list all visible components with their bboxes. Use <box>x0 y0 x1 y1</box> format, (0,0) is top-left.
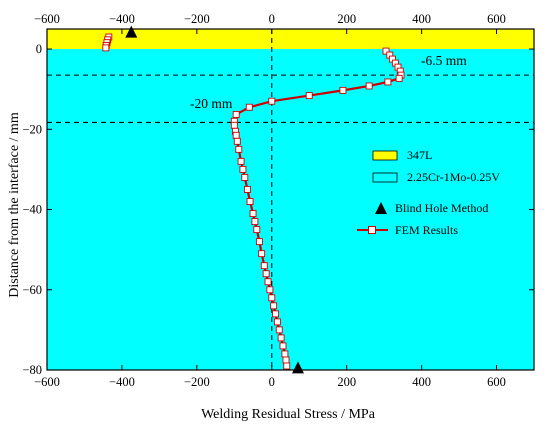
legend-swatch-347l <box>372 150 398 161</box>
region-1 <box>47 49 534 370</box>
fem-point <box>251 218 259 226</box>
x-tick-label-top: 600 <box>487 12 506 26</box>
fem-point <box>270 302 278 310</box>
x-tick-label-bottom: 0 <box>269 375 275 389</box>
x-tick-label-bottom: −200 <box>184 375 210 389</box>
x-tick-label-top: 400 <box>412 12 431 26</box>
fem-point <box>384 78 392 86</box>
fem-point <box>395 74 403 82</box>
axis-ticks: −600−600−400−400−200−2000020020040040060… <box>22 12 534 389</box>
blind-hole-point <box>125 25 138 38</box>
legend: 347L 2.25Cr-1Mo-0.25V Blind Hole Method … <box>357 148 500 237</box>
annotation-20mm: -20 mm <box>190 96 233 111</box>
region-0 <box>47 29 534 50</box>
x-tick-label-top: 0 <box>269 12 275 26</box>
fem-point <box>249 210 257 217</box>
fem-point <box>235 145 243 153</box>
fem-point <box>365 82 373 90</box>
x-tick-label-top: 200 <box>337 12 356 26</box>
x-tick-label-top: −400 <box>109 12 135 26</box>
fem-point <box>253 226 261 234</box>
series-layer <box>102 25 405 374</box>
fem-point <box>232 131 240 139</box>
x-tick-label-bottom: 600 <box>487 375 506 389</box>
fem-point <box>239 165 247 173</box>
fem-point <box>277 334 285 342</box>
fem-point <box>268 294 276 302</box>
fem-point <box>260 262 268 270</box>
fem-point <box>283 362 291 370</box>
fem-point <box>241 173 249 181</box>
fem-point <box>339 86 347 94</box>
legend-marker-fem <box>368 226 376 234</box>
fem-point <box>243 186 251 193</box>
x-tick-label-top: −600 <box>34 12 60 26</box>
fem-point <box>262 270 270 278</box>
fem-point <box>264 278 272 286</box>
reference-lines <box>47 29 534 370</box>
fem-point <box>245 103 253 111</box>
plot-frame <box>46 28 535 371</box>
x-tick-label-bottom: 400 <box>412 375 431 389</box>
fem-point <box>279 342 287 350</box>
fem-point <box>102 44 110 52</box>
material-regions <box>47 29 534 370</box>
y-axis-title: Distance from the interface / mm <box>7 112 22 298</box>
fem-point <box>233 137 241 145</box>
fem-point <box>232 111 240 118</box>
fem-point <box>237 157 245 165</box>
fem-point <box>272 310 279 318</box>
fem-point <box>305 92 313 100</box>
fem-point <box>230 121 238 129</box>
x-tick-label-top: −200 <box>184 12 210 26</box>
fem-point <box>382 47 390 55</box>
y-tick-label: −20 <box>22 122 42 136</box>
legend-label-base-metal: 2.25Cr-1Mo-0.25V <box>407 170 500 184</box>
x-tick-label-bottom: −600 <box>34 375 60 389</box>
fem-point <box>282 356 290 364</box>
y-tick-label: 0 <box>36 42 42 56</box>
fem-point <box>246 198 254 205</box>
x-tick-label-bottom: 200 <box>337 375 356 389</box>
y-tick-label: −80 <box>22 363 42 377</box>
fem-point <box>275 326 283 334</box>
y-tick-label: −60 <box>22 283 42 297</box>
fem-point <box>273 318 281 326</box>
legend-label-fem: FEM Results <box>395 223 458 237</box>
legend-marker-blind-hole <box>375 202 387 214</box>
legend-label-blind-hole: Blind Hole Method <box>395 201 488 215</box>
y-tick-label: −40 <box>22 203 42 217</box>
annotation-6-5mm: -6.5 mm <box>421 53 467 68</box>
fem-point <box>281 350 289 358</box>
x-tick-label-bottom: −400 <box>109 375 135 389</box>
fem-point <box>266 286 274 294</box>
x-axis-title: Welding Residual Stress / MPa <box>201 407 376 422</box>
legend-label-347l: 347L <box>407 148 432 162</box>
fem-point <box>268 97 276 105</box>
legend-swatch-base-metal <box>372 172 398 183</box>
fem-point <box>255 238 263 246</box>
fem-point <box>258 250 266 258</box>
